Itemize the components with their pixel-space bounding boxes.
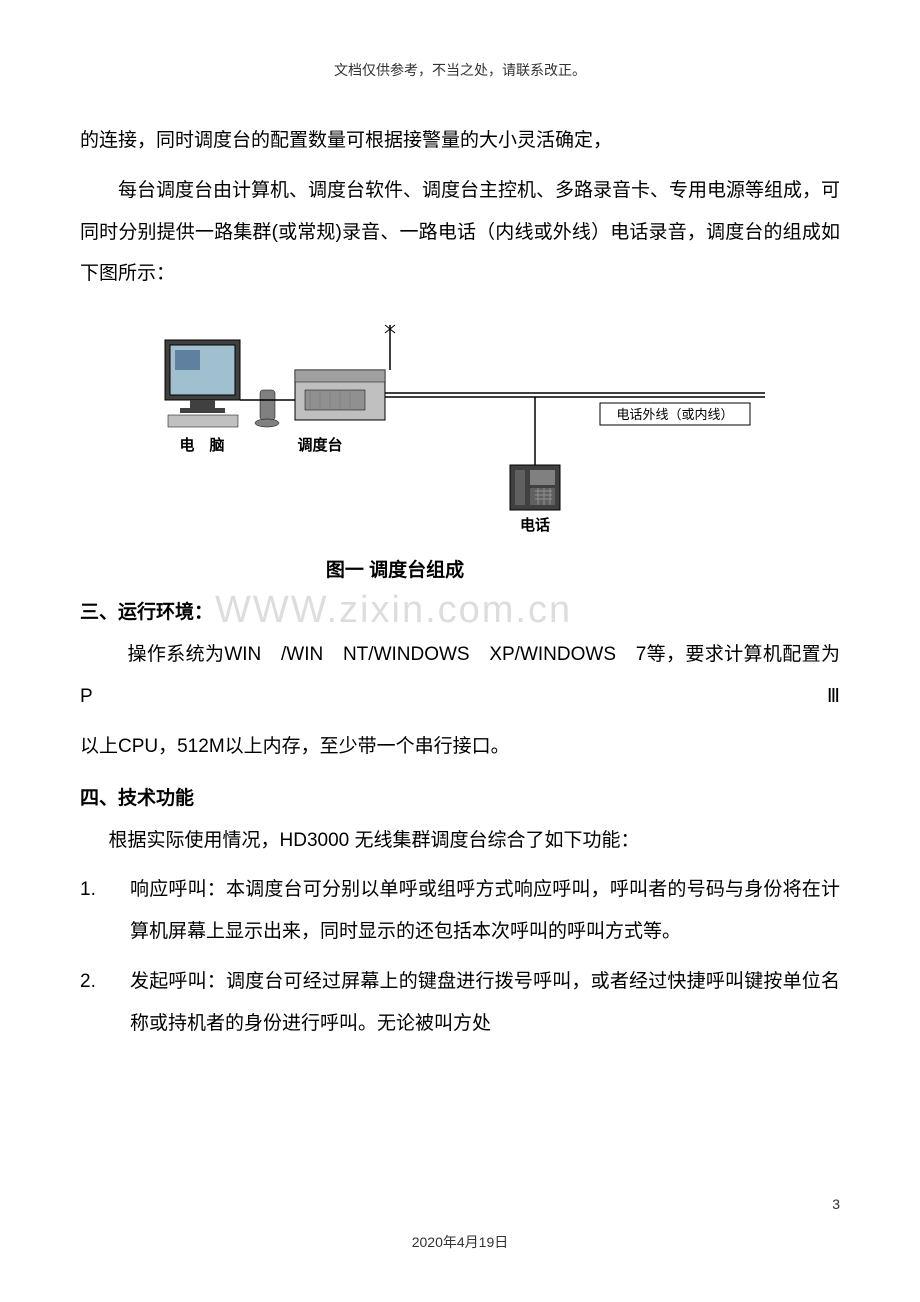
tech-intro: 根据实际使用情况，HD3000 无线集群调度台综合了如下功能： bbox=[80, 820, 840, 862]
list-number: 2. bbox=[80, 961, 130, 1045]
diagram-caption: 图一 调度台组成 bbox=[0, 555, 840, 582]
footer-date: 2020年4月19日 bbox=[0, 1232, 920, 1252]
list-content: 发起呼叫：调度台可经过屏幕上的键盘进行拨号呼叫，或者经过快捷呼叫键按单位名称或持… bbox=[130, 961, 840, 1045]
diagram-line-label: 电话外线（或内线） bbox=[616, 407, 733, 422]
diagram-phone-label: 电话 bbox=[520, 516, 550, 534]
tech-item-1: 1. 响应呼叫：本调度台可分别以单呼或组呼方式响应呼叫，呼叫者的号码与身份将在计… bbox=[80, 869, 840, 953]
paragraph-2: 每台调度台由计算机、调度台软件、调度台主控机、多路录音卡、专用电源等组成，可同时… bbox=[80, 170, 840, 295]
paragraph-1: 的连接，同时调度台的配置数量可根据接警量的大小灵活确定， bbox=[80, 120, 840, 162]
section-env-heading: 三、运行环境： bbox=[80, 597, 840, 624]
env-text-2: 以上CPU，512M以上内存，至少带一个串行接口。 bbox=[80, 726, 840, 768]
list-content: 响应呼叫：本调度台可分别以单呼或组呼方式响应呼叫，呼叫者的号码与身份将在计算机屏… bbox=[130, 869, 840, 953]
page-number: 3 bbox=[832, 1196, 840, 1212]
tech-item-2: 2. 发起呼叫：调度台可经过屏幕上的键盘进行拨号呼叫，或者经过快捷呼叫键按单位名… bbox=[80, 961, 840, 1045]
section-tech-heading: 四、技术功能 bbox=[80, 783, 840, 810]
env-text-1: 操作系统为WIN /WIN NT/WINDOWS XP/WINDOWS 7等，要… bbox=[80, 634, 840, 718]
header-note: 文档仅供参考，不当之处，请联系改正。 bbox=[80, 60, 840, 80]
diagram-console-label: 调度台 bbox=[297, 436, 342, 454]
diagram-computer-label: 电 脑 bbox=[179, 436, 224, 454]
diagram-svg: 电话外线（或内线） 电 脑 调度台 电话 bbox=[140, 315, 780, 545]
list-number: 1. bbox=[80, 869, 130, 953]
diagram-figure: 电话外线（或内线） 电 脑 调度台 电话 bbox=[140, 315, 780, 545]
